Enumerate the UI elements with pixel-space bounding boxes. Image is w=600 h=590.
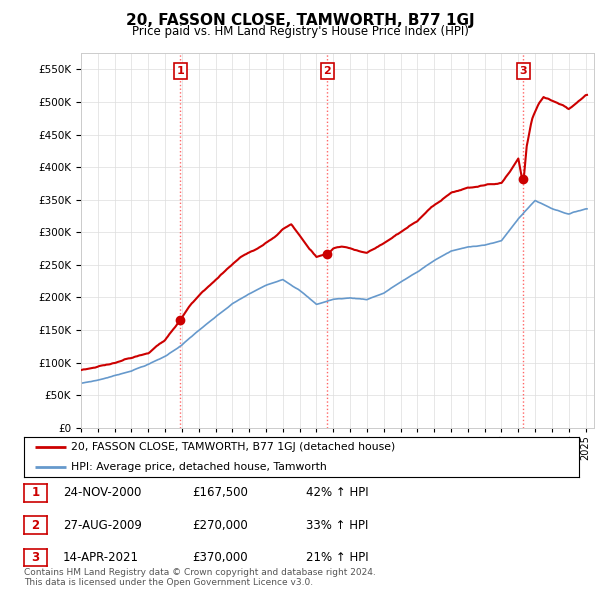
Text: Price paid vs. HM Land Registry's House Price Index (HPI): Price paid vs. HM Land Registry's House … (131, 25, 469, 38)
Text: 20, FASSON CLOSE, TAMWORTH, B77 1GJ (detached house): 20, FASSON CLOSE, TAMWORTH, B77 1GJ (det… (71, 442, 395, 451)
Text: 20, FASSON CLOSE, TAMWORTH, B77 1GJ: 20, FASSON CLOSE, TAMWORTH, B77 1GJ (125, 13, 475, 28)
Text: 1: 1 (31, 486, 40, 499)
Text: 33% ↑ HPI: 33% ↑ HPI (306, 519, 368, 532)
Text: 21% ↑ HPI: 21% ↑ HPI (306, 551, 368, 564)
Text: 27-AUG-2009: 27-AUG-2009 (63, 519, 142, 532)
Text: 24-NOV-2000: 24-NOV-2000 (63, 486, 142, 499)
Text: 14-APR-2021: 14-APR-2021 (63, 551, 139, 564)
Text: HPI: Average price, detached house, Tamworth: HPI: Average price, detached house, Tamw… (71, 462, 327, 471)
Text: £370,000: £370,000 (192, 551, 248, 564)
Text: £270,000: £270,000 (192, 519, 248, 532)
Text: 1: 1 (176, 66, 184, 76)
Text: £167,500: £167,500 (192, 486, 248, 499)
Text: 3: 3 (31, 551, 40, 564)
Text: Contains HM Land Registry data © Crown copyright and database right 2024.
This d: Contains HM Land Registry data © Crown c… (24, 568, 376, 587)
Text: 2: 2 (31, 519, 40, 532)
Text: 3: 3 (520, 66, 527, 76)
Text: 42% ↑ HPI: 42% ↑ HPI (306, 486, 368, 499)
Text: 2: 2 (323, 66, 331, 76)
